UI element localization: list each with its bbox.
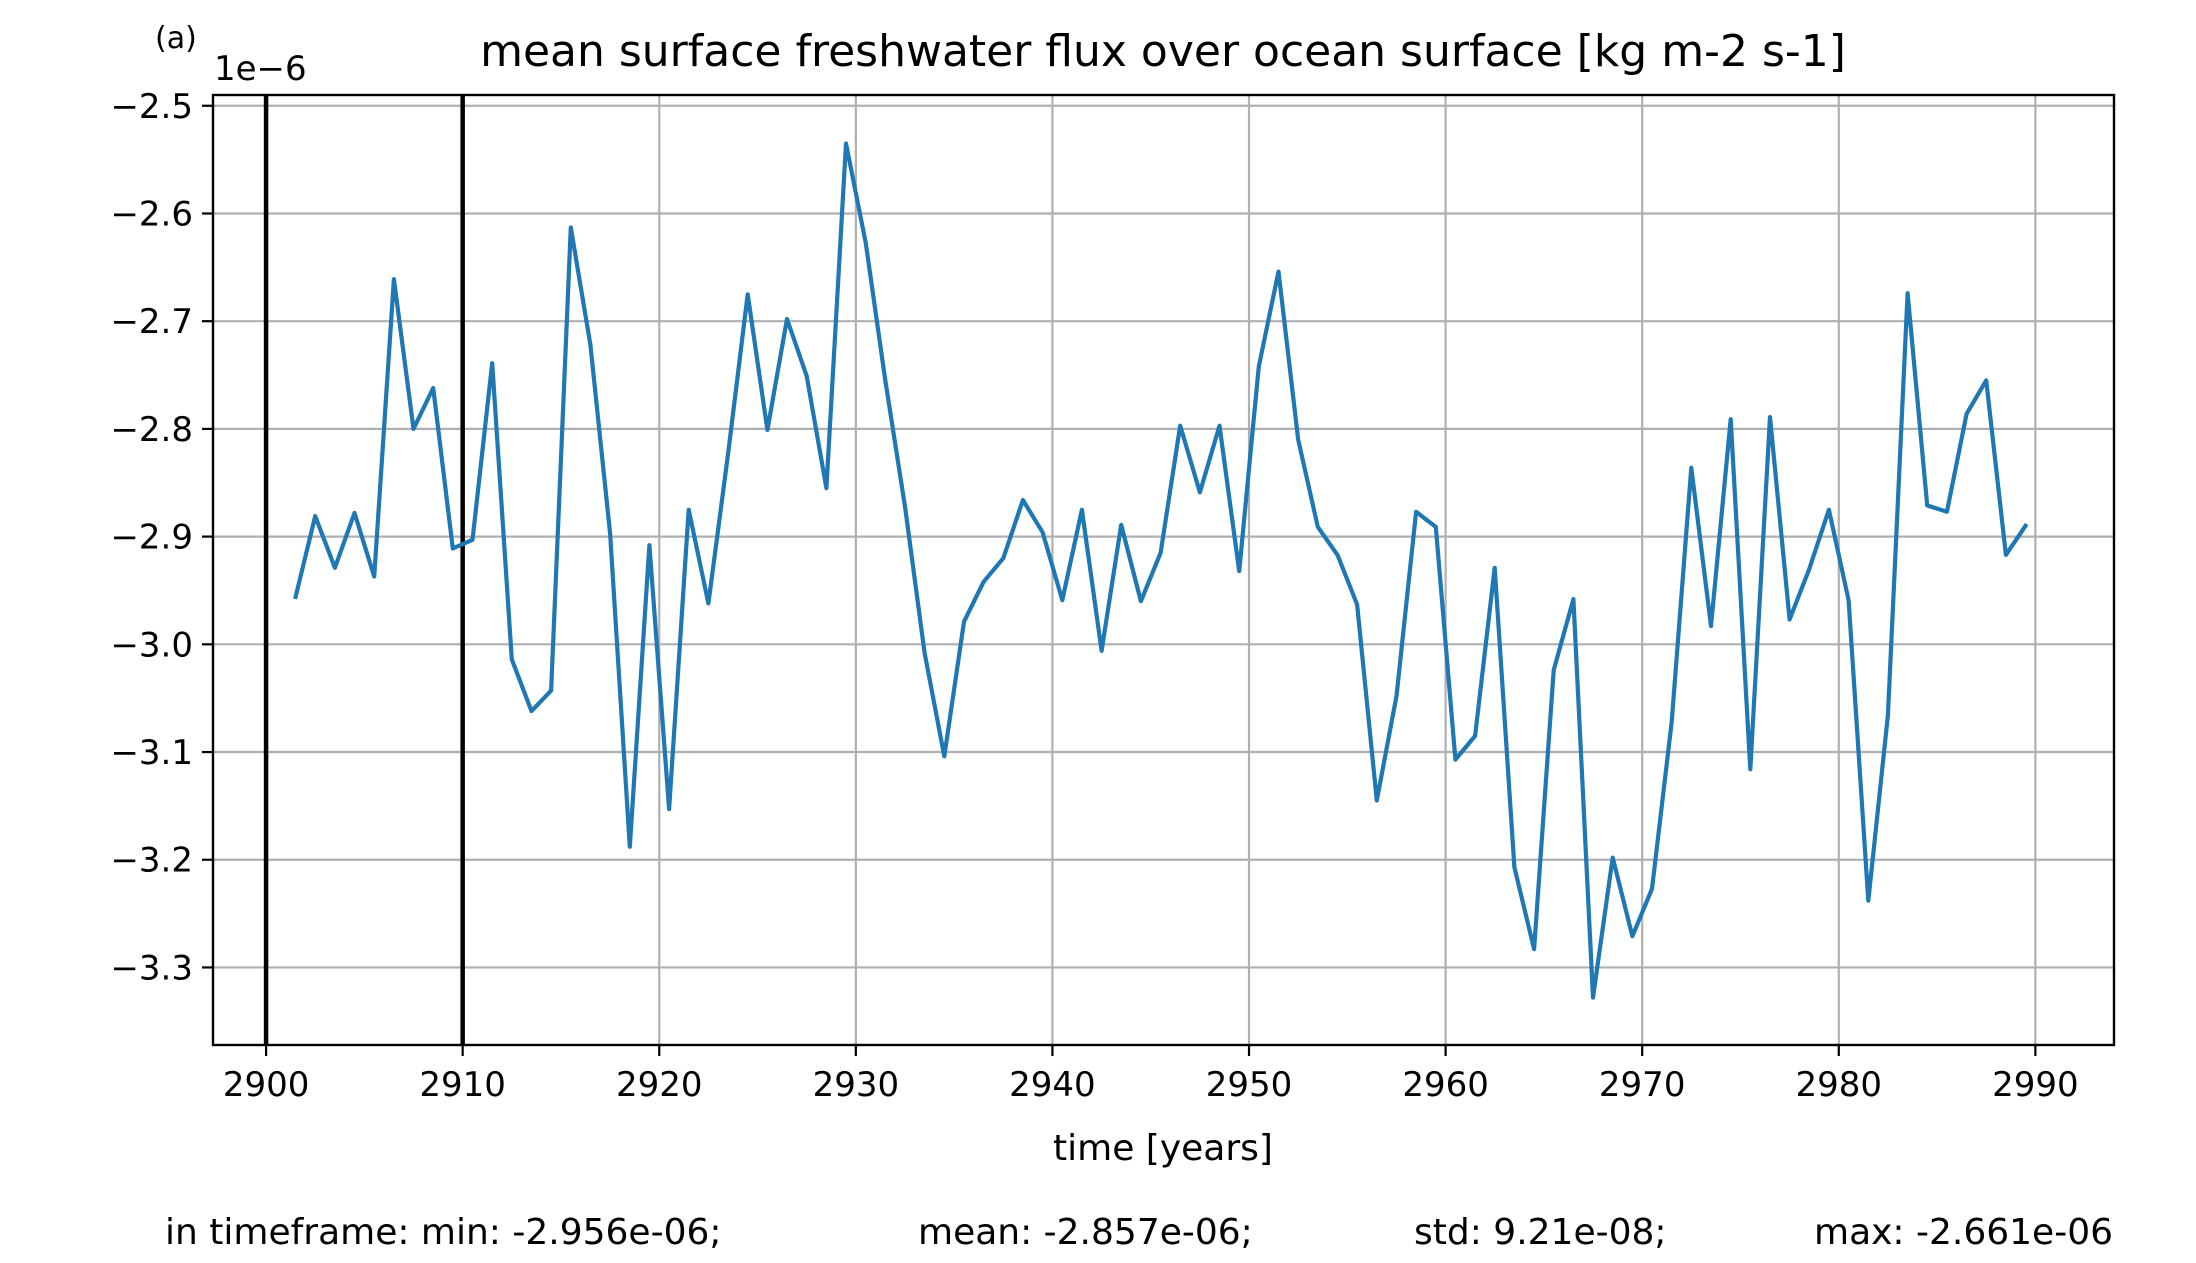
x-tick-label: 2990 <box>1992 1065 2079 1105</box>
x-axis-ticks: 2900 2910 2920 2930 2940 2950 2960 2970 2980 2990 <box>223 1045 2079 1105</box>
y-tick-label: −3.3 <box>110 948 193 988</box>
y-tick-label: −3.2 <box>110 841 193 881</box>
y-tick-label: −2.6 <box>110 194 193 234</box>
series-line <box>293 141 2029 1000</box>
y-axis-ticks: −2.5 −2.6 −2.7 −2.8 −2.9 −3.0 −3.1 −3.2 −3.3 <box>110 87 213 988</box>
y-tick-label: −2.8 <box>110 410 193 450</box>
x-tick-label: 2930 <box>813 1065 900 1105</box>
x-tick-label: 2920 <box>616 1065 703 1105</box>
y-offset-label: 1e−6 <box>214 49 307 89</box>
stats-std: std: 9.21e-08; <box>1414 1212 1667 1253</box>
chart-title: mean surface freshwater flux over ocean … <box>480 26 1846 77</box>
stats-min: in timeframe: min: -2.956e-06; <box>165 1212 722 1253</box>
series-group <box>293 141 2029 1000</box>
x-tick-label: 2910 <box>419 1065 506 1105</box>
panel-label: (a) <box>155 21 197 56</box>
x-tick-label: 2970 <box>1599 1065 1686 1105</box>
y-tick-label: −2.5 <box>110 87 193 127</box>
x-tick-label: 2940 <box>1009 1065 1096 1105</box>
y-tick-label: −3.1 <box>110 733 193 773</box>
x-tick-label: 2980 <box>1796 1065 1883 1105</box>
y-tick-label: −2.7 <box>110 302 193 342</box>
stats-mean: mean: -2.857e-06; <box>918 1212 1253 1253</box>
y-tick-label: −2.9 <box>110 518 193 558</box>
plot-frame <box>211 93 2116 1047</box>
x-tick-label: 2900 <box>223 1065 310 1105</box>
vertical-markers <box>263 95 465 1045</box>
x-tick-label: 2950 <box>1206 1065 1293 1105</box>
x-axis-label: time [years] <box>1053 1128 1273 1169</box>
stats-max: max: -2.661e-06 <box>1814 1212 2113 1253</box>
y-tick-label: −3.0 <box>110 625 193 665</box>
x-tick-label: 2960 <box>1402 1065 1489 1105</box>
grid <box>213 95 2114 1045</box>
